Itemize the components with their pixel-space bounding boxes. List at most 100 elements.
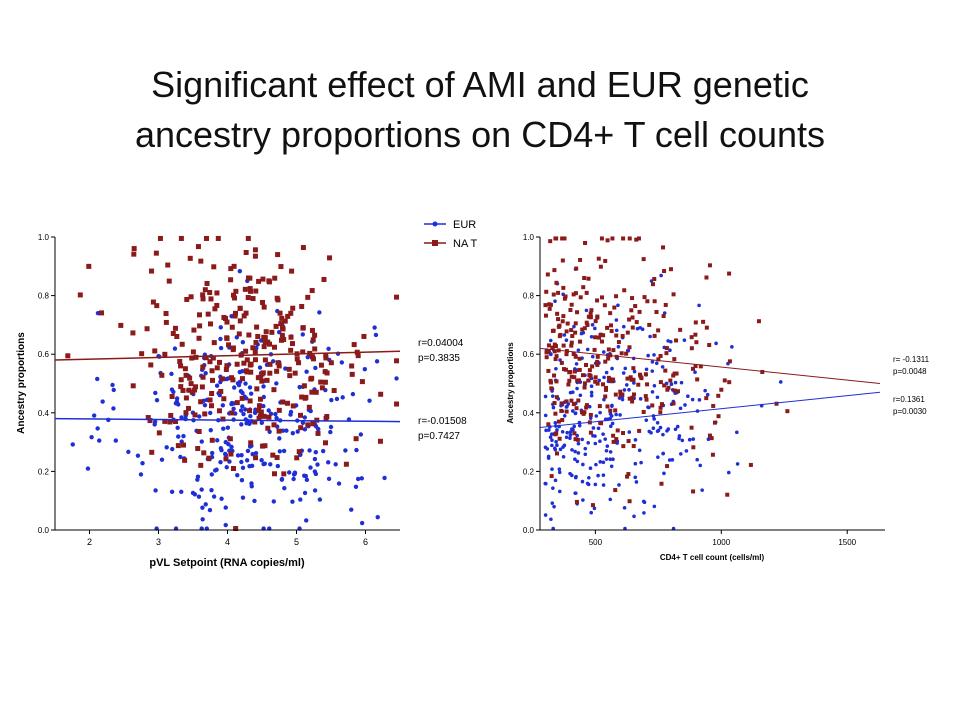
chart1-point-eur [290,499,295,504]
chart2-point-eur [561,454,566,459]
chart2-point-eur [573,449,577,454]
chart1-point-nat [220,416,226,422]
chart2-point-eur [622,388,627,392]
chart1-point-nat [262,335,268,341]
chart1-point-nat [309,327,315,333]
chart2-point-eur [647,429,652,434]
chart1-point-eur [244,458,250,463]
chart2-point-eur [646,353,650,358]
chart2-point-nat [614,333,619,338]
chart2-point-nat [543,313,548,318]
chart1-point-eur [261,384,266,389]
x-tick-label: 3 [156,537,161,547]
chart2-point-eur [555,428,559,432]
chart2-point-nat [557,436,562,441]
chart1-point-nat [273,323,279,329]
chart2-point-nat [603,258,608,263]
chart2-point-eur [565,430,570,435]
chart2-point-eur [554,366,558,371]
chart1-point-eur [343,448,348,453]
chart1-point-eur [197,414,202,419]
chart1-point-nat [252,357,258,363]
chart2-point-eur [639,460,643,465]
chart1-point-eur [375,514,380,520]
chart2-point-nat [719,387,724,392]
chart2-point-nat [658,353,663,358]
chart2-point-eur [662,311,667,315]
chart1-point-nat [229,324,235,330]
chart1-point-nat [202,411,208,417]
chart2-point-nat [615,428,620,433]
chart2-point-nat [587,372,592,377]
chart2-point-eur [627,430,632,434]
chart1-point-eur [110,382,115,388]
chart2-point-eur [655,420,660,425]
chart1-point-nat [276,428,282,434]
chart2-point-eur [581,462,585,467]
chart1-point-eur [202,403,208,408]
chart1-point-nat [250,296,256,302]
chart2-point-nat [695,377,700,382]
chart2-point-nat [603,387,608,392]
chart1-point-nat [211,340,217,346]
chart2-point-eur [623,366,628,371]
x-tick-label: 2 [87,537,92,547]
chart2-fit-line-nat [539,347,881,384]
chart2-point-nat [588,314,593,319]
chart2-point-eur [684,449,689,453]
chart2-point-eur [603,437,608,441]
chart2-point-nat [662,383,667,388]
chart2-point-eur [691,437,696,441]
chart2-point-eur [596,426,601,431]
chart2-point-eur [614,412,618,417]
chart2-point-eur [622,506,627,510]
chart-1-pvl: 0.0 0.2 0.4 0.6 0.8 1.0 2 3 4 5 6 pVL Setpoint (R… [16,233,467,569]
chart2-point-eur [609,414,614,418]
chart2-point-nat [588,430,593,435]
chart2-point-eur [562,333,567,337]
chart1-point-nat [212,306,218,312]
chart2-point-nat [560,236,565,241]
chart1-point-nat [180,387,186,393]
chart2-point-nat [664,346,669,351]
chart1-point-nat [145,415,151,421]
chart1-point-nat [355,353,361,359]
chart2-point-eur [589,393,594,398]
chart2-point-eur [714,341,718,346]
chart1-point-nat [252,247,258,253]
chart2-point-eur [583,446,588,451]
chart1-point-eur [333,462,338,467]
chart1-point-nat [165,262,171,268]
chart1-point-eur [252,498,257,504]
chart2-point-eur [623,526,627,531]
chart2-point-eur [575,459,580,464]
chart1-point-nat [260,443,266,449]
chart2-point-nat [694,340,699,345]
chart1-point-nat [300,325,306,331]
chart1-point-eur [336,481,342,486]
chart1-point-nat [252,253,258,259]
chart1-point-nat [280,399,286,405]
chart1-point-eur [164,445,169,450]
chart2-point-nat [618,389,623,394]
chart2-point-nat [582,385,587,390]
chart1-point-nat [245,295,251,301]
chart1-point-nat [198,462,204,468]
chart1-point-eur [214,383,220,388]
chart1-point-eur [374,359,380,364]
chart1-point-eur [229,444,234,450]
y-tick-label: 0.8 [38,292,50,301]
chart1-point-nat [232,295,238,301]
chart2-point-nat [554,280,559,285]
chart2-point-nat [547,302,552,307]
chart1-point-nat [131,251,137,257]
chart2-point-eur [673,427,678,432]
chart2-point-eur [554,439,558,444]
chart2-point-nat [556,419,561,424]
chart1-point-nat [178,363,184,369]
chart2-point-eur [564,435,569,440]
y-tick-label: 0.0 [523,526,535,535]
chart2-point-eur [608,450,613,454]
chart2-point-eur [578,393,583,398]
chart2-point-eur [642,511,646,515]
